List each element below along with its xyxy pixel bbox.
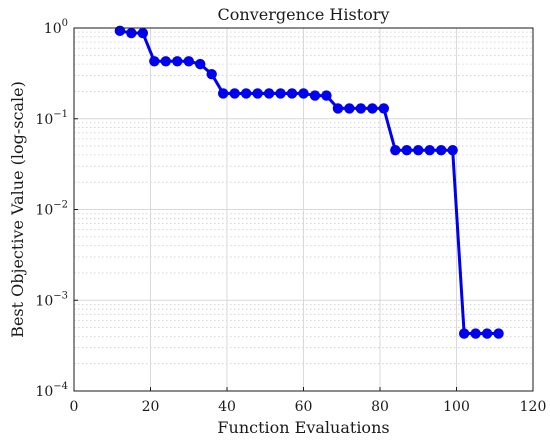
data-point [126, 27, 137, 39]
data-point [436, 145, 447, 156]
data-point [378, 103, 390, 114]
data-point [344, 103, 355, 114]
data-point [206, 68, 217, 80]
data-point [401, 145, 412, 156]
x-tick-label: 40 [218, 399, 236, 415]
data-point [137, 27, 149, 39]
data-point [286, 88, 298, 99]
x-tick-label: 0 [70, 399, 79, 415]
x-tick-label: 120 [520, 399, 547, 415]
data-point [424, 145, 435, 156]
data-point [149, 56, 160, 67]
y-tick-label: 10−1 [35, 109, 68, 128]
data-point [367, 103, 378, 114]
x-tick-label: 80 [371, 399, 389, 415]
data-point [160, 56, 171, 67]
data-point [470, 328, 481, 339]
data-point [263, 88, 275, 99]
data-point [413, 145, 424, 156]
data-point [390, 145, 401, 156]
data-point [217, 88, 229, 99]
series-line [119, 29, 499, 336]
x-tick-label: 100 [443, 399, 470, 415]
data-point [332, 103, 344, 114]
data-point [252, 88, 263, 99]
y-tick-label: 10−2 [35, 200, 68, 219]
y-tick-label: 100 [44, 18, 68, 37]
data-point [309, 90, 321, 101]
series-layer [114, 25, 504, 339]
data-point [481, 328, 493, 339]
tick-labels: 0 20 40 60 80 100 120 100 10−1 10−2 10−3 10−4 [35, 18, 546, 415]
data-point [240, 88, 252, 99]
x-tick-label: 60 [295, 399, 313, 415]
data-point [493, 328, 504, 339]
y-axis-label: Best Objective Value (log-scale) [8, 81, 27, 338]
data-point [114, 25, 126, 37]
data-point [275, 88, 286, 99]
data-point [447, 145, 458, 156]
data-point [172, 56, 183, 67]
data-point [229, 88, 240, 99]
chart-title: Convergence History [218, 5, 390, 24]
x-axis-label: Function Evaluations [217, 418, 389, 437]
data-point [458, 328, 470, 339]
data-point [195, 58, 206, 70]
data-point [298, 88, 309, 99]
data-point [321, 90, 332, 101]
data-point [183, 56, 194, 67]
x-tick-label: 20 [142, 399, 160, 415]
data-point [355, 103, 367, 114]
y-tick-label: 10−4 [35, 381, 68, 400]
y-tick-label: 10−3 [35, 290, 68, 309]
